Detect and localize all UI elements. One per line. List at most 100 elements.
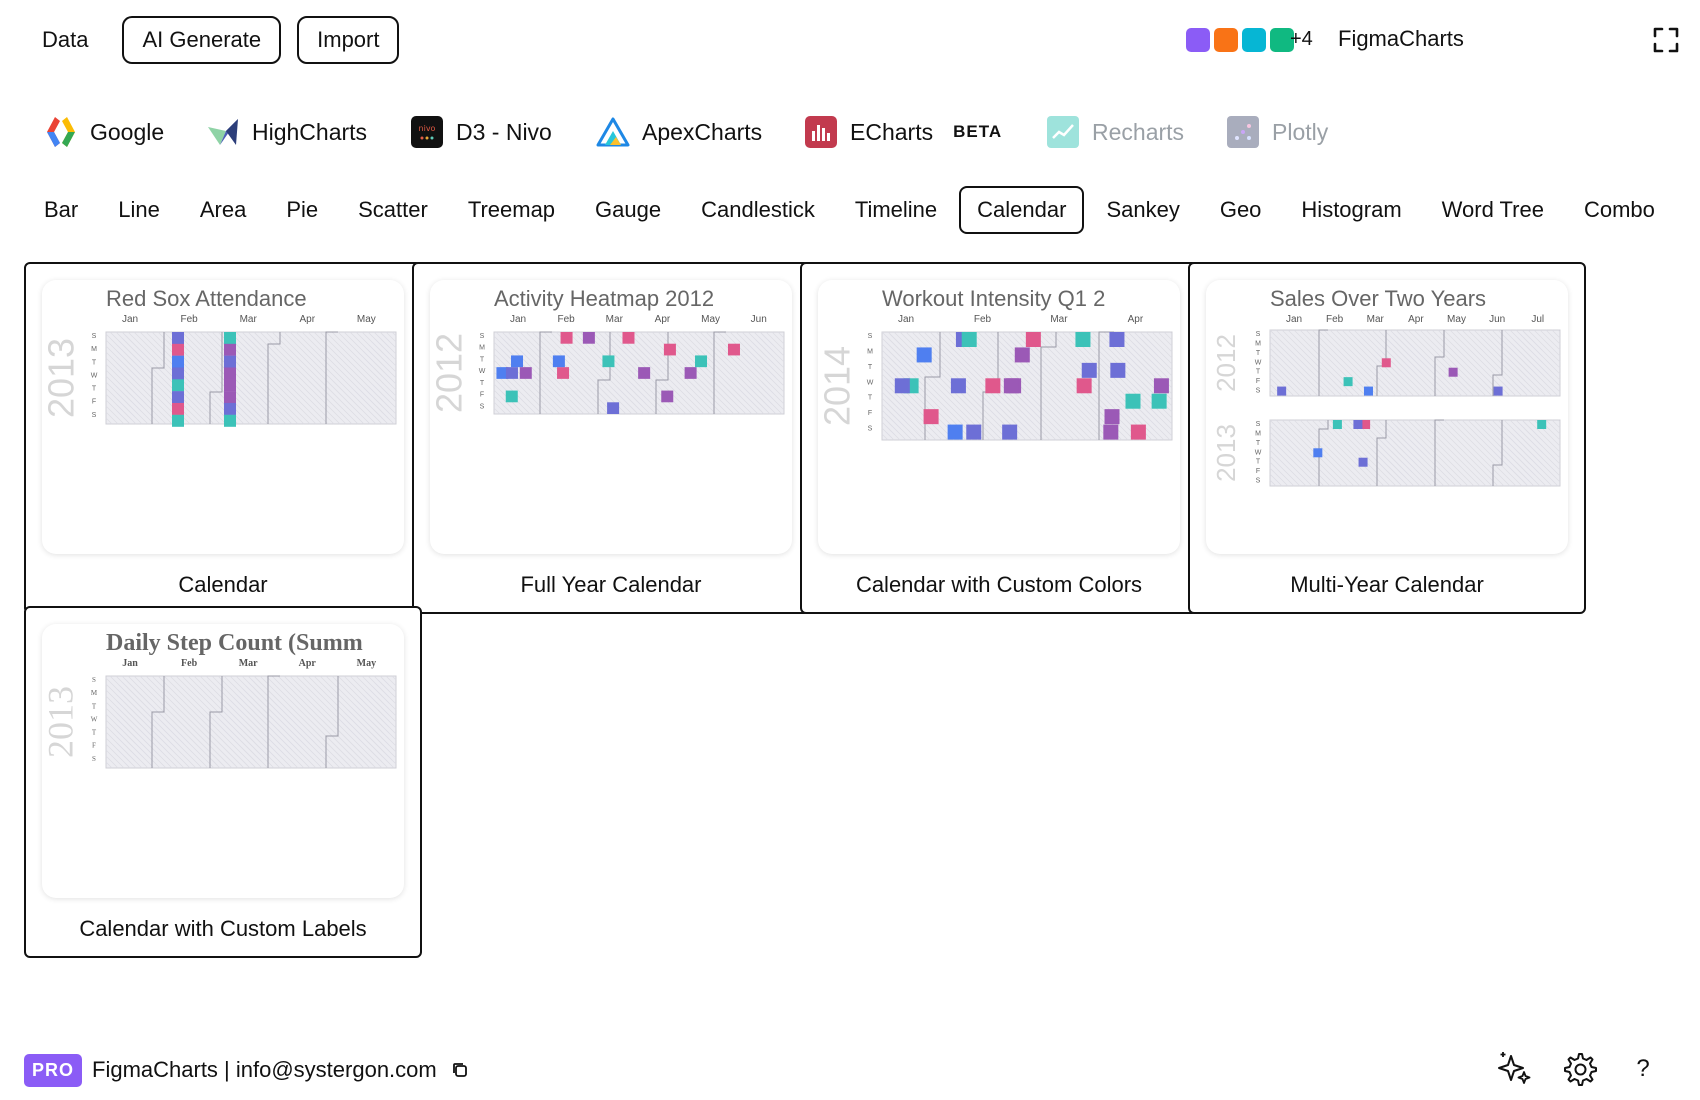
palette-swatch[interactable] [1242,28,1266,52]
weekday-label: W [91,372,98,379]
weekday-label: S [1256,331,1261,338]
grid-hatch [145,675,239,769]
grid-hatch [1311,419,1379,487]
recharts-logo-icon [1046,115,1080,149]
grid-hatch [1551,329,1561,339]
copy-icon[interactable] [451,1061,469,1079]
grid-hatch [729,331,785,387]
palette-swatches[interactable] [1186,28,1294,52]
palette-swatch[interactable] [1186,28,1210,52]
day-cell [684,367,697,379]
day-cell [950,378,966,394]
grid-hatch [765,331,785,351]
tab-gauge[interactable]: Gauge [595,197,662,222]
weekday-label: T [92,702,97,710]
template-preview: Workout Intensity Q1 2 Jan Feb Mar Apr 2014 S M… [818,280,1180,554]
ai-generate-button[interactable]: AI Generate [122,16,282,64]
sparkles-icon[interactable] [1496,1050,1534,1088]
google-logo-icon [44,115,78,149]
day-cell [661,390,674,403]
grid-hatch [105,345,185,425]
grid-hatch [705,331,785,411]
grid-hatch [235,675,329,769]
grid-hatch [1395,419,1463,487]
gear-icon[interactable] [1560,1050,1598,1088]
palette-swatch[interactable] [1270,28,1294,52]
grid-hatch [105,713,161,769]
grid-hatch [1545,419,1561,435]
tab-geo[interactable]: Geo [1219,197,1262,222]
weekday-label: F [92,742,96,750]
grid-hatch [669,331,753,415]
tab-bar[interactable]: Bar [44,197,79,222]
expand-icon[interactable] [1652,26,1680,54]
tab-scatter[interactable]: Scatter [358,197,428,222]
grid-hatch [325,331,397,403]
tab-calendar[interactable]: Calendar [959,186,1085,234]
template-card[interactable]: Sales Over Two Years Jan Feb Mar Apr May Jun Ju… [1188,262,1586,614]
grid-hatch [157,675,251,769]
year-label: 2012 [430,333,470,413]
day-cell [224,367,236,380]
tab-sankey[interactable]: Sankey [1106,197,1180,222]
grid-hatch [531,331,615,415]
weekday-label: F [1256,378,1260,385]
template-card[interactable]: Red Sox Attendance Jan Feb Mar Apr May 2013 S M T… [24,262,422,614]
grid-hatch [1479,419,1547,487]
grid-hatch [621,331,705,415]
tab-combo[interactable]: Combo [1583,197,1655,222]
grid-hatch [493,407,501,415]
template-card[interactable]: Daily Step Count (Summ Jan Feb Mar Apr May 201… [24,606,422,958]
library-tab-plotly[interactable]: Plotly [1226,110,1328,154]
template-card[interactable]: Activity Heatmap 2012 Jan Feb Mar Apr May Jun 2… [412,262,810,614]
grid-hatch [1407,419,1475,487]
month-separator [1098,331,1114,440]
palette-swatch[interactable] [1214,28,1238,52]
library-tab-echarts[interactable]: ECharts BETA [804,110,1002,154]
palette-more-count[interactable]: +4 [1290,28,1313,50]
month-label: Jan [122,314,138,325]
tab-word-tree[interactable]: Word Tree [1441,197,1544,222]
grid-hatch [115,675,209,769]
grid-hatch [259,331,353,425]
day-cell [727,343,740,356]
year-label: 2014 [818,346,858,426]
library-tab-google[interactable]: Google [44,110,164,154]
library-tab-apexcharts[interactable]: ApexCharts [596,110,762,154]
tab-candlestick[interactable]: Candlestick [701,197,815,222]
grid-hatch [307,675,397,765]
grid-hatch [1521,329,1561,369]
grid-hatch [585,331,669,415]
weekday-label: F [92,399,96,406]
grid-hatch [331,675,397,741]
library-tab-highcharts[interactable]: HighCharts [206,110,367,154]
grid-hatch [1317,419,1385,487]
help-icon[interactable]: ? [1636,1055,1650,1082]
day-cell [1313,448,1323,458]
tab-line[interactable]: Line [118,197,160,222]
grid-hatch [1139,331,1173,365]
tab-pie[interactable]: Pie [286,197,319,222]
tab-treemap[interactable]: Treemap [467,197,556,222]
grid-hatch [391,675,397,681]
grid-hatch [105,737,137,769]
weekday-label: T [868,395,873,402]
grid-hatch [1347,329,1415,397]
tab-timeline[interactable]: Timeline [854,197,938,222]
template-card[interactable]: Workout Intensity Q1 2 Jan Feb Mar Apr 2014 S M… [800,262,1198,614]
grid-hatch [1515,329,1561,375]
library-tab-nivo[interactable]: nivo D3 - Nivo [410,110,552,154]
weekday-label: M [91,346,97,353]
grid-hatch [105,725,149,769]
day-cell [224,391,236,404]
calendar-preview-chart: Sales Over Two Years Jan Feb Mar Apr May Jun Ju… [1211,286,1561,487]
weekday-label: M [91,689,98,697]
library-tab-recharts[interactable]: Recharts [1046,110,1184,154]
grid-hatch [1151,331,1173,353]
grid-hatch [1269,449,1307,487]
data-button[interactable]: Data [42,27,89,52]
import-button[interactable]: Import [297,16,400,64]
tab-histogram[interactable]: Histogram [1301,197,1402,222]
tab-area[interactable]: Area [199,197,247,222]
grid-hatch [1449,329,1517,397]
